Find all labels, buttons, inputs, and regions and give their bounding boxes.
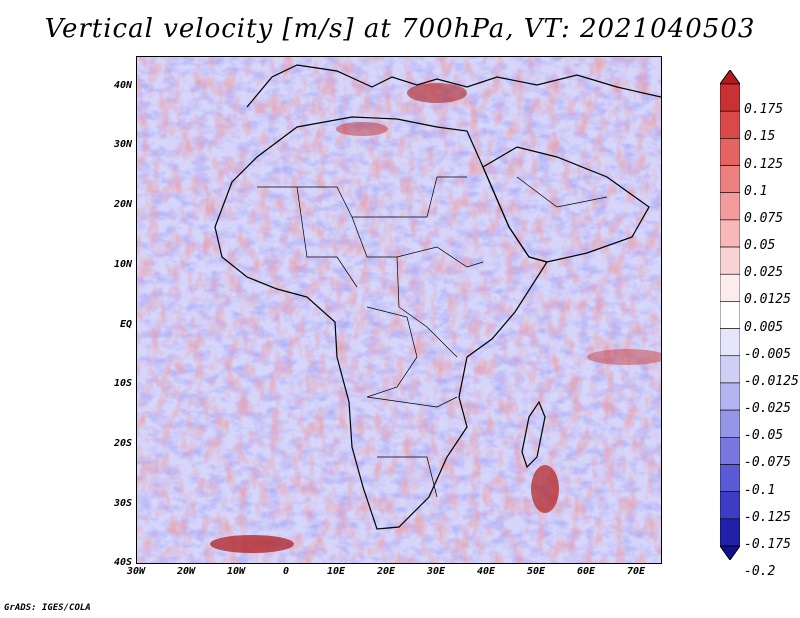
colorbar-cell [720,246,740,275]
lon-label: 60E [576,566,596,577]
colorbar-label: 0.125 [744,156,784,172]
colorbar-label: 0.0125 [744,292,791,308]
colorbar-cell [720,491,740,520]
colorbar-cell [720,518,740,547]
colorbar-label: -0.05 [744,428,784,444]
colorbar-bottom-arrow [720,545,740,560]
lon-label: 10E [326,566,346,577]
strong-uplift-patch [407,83,467,103]
strong-uplift-patch [531,465,559,513]
colorbar-cell [720,301,740,329]
colorbar-label: -0.025 [744,401,791,417]
lon-label: 0 [282,566,290,577]
lat-label: 20N [113,199,132,210]
lon-label: 20W [176,566,196,577]
colorbar-label: 0.005 [744,319,784,335]
lon-label: 50E [526,566,546,577]
colorbar-cell [720,409,740,438]
lat-label: 40S [113,557,132,568]
colorbar-label: -0.005 [744,346,791,362]
europe-coastline [246,64,661,108]
lon-label: 30E [426,566,446,577]
colorbar-label: -0.0125 [744,373,799,389]
colorbar-label: -0.075 [744,455,791,471]
madagascar-coastline [521,400,546,469]
lon-label: 40E [476,566,496,577]
colorbar-top-arrow [720,70,740,85]
map-canvas [137,57,661,563]
strong-uplift-patch [336,122,388,136]
lon-label: 20E [376,566,396,577]
lat-label: 30N [113,139,132,150]
country-borders [257,176,608,498]
velocity-map [136,56,662,564]
africa-coastline [214,116,548,530]
arabia-coastline [482,146,650,263]
colorbar-cell [720,464,740,492]
colorbar-cell [720,273,740,302]
lon-label: 30W [126,566,146,577]
velocity-field [137,57,661,563]
colorbar-cell [720,192,740,221]
lat-label: 40N [113,80,132,91]
colorbar-cell [720,110,740,139]
lat-label: 10S [113,378,132,389]
colorbar-cell [720,328,740,357]
lat-label: 20S [113,438,132,449]
lon-label: 10W [226,566,246,577]
colorbar-cell [720,165,740,194]
colorbar-label: 0.175 [744,102,784,118]
colorbar-cell [720,83,740,112]
colorbar-label: 0.1 [744,183,768,199]
strong-uplift-patch [587,349,661,365]
colorbar-label: 0.025 [744,265,784,281]
colorbar-label: -0.1 [744,482,776,498]
map-title: Vertical velocity [m/s] at 700hPa, VT: 2… [44,14,756,44]
colorbar-label: -0.175 [744,537,791,552]
colorbar-cell [720,219,740,248]
colorbar-label: 0.15 [744,129,776,145]
colorbar-label: -0.2 [744,564,776,580]
colorbar-cell [720,355,740,384]
lon-label: 70E [626,566,646,577]
colorbar [720,70,740,560]
colorbar-cell [720,382,740,411]
lat-label: EQ [119,319,132,330]
credit-text: GrADS: IGES/COLA [4,603,91,613]
colorbar-label: 0.075 [744,210,784,226]
strong-uplift-patch [210,535,294,553]
lat-label: 10N [113,259,132,270]
colorbar-label: 0.05 [744,238,776,254]
lat-label: 30S [113,498,132,509]
colorbar-label: -0.125 [744,509,791,525]
colorbar-cell [720,138,740,166]
colorbar-cell [720,436,740,465]
